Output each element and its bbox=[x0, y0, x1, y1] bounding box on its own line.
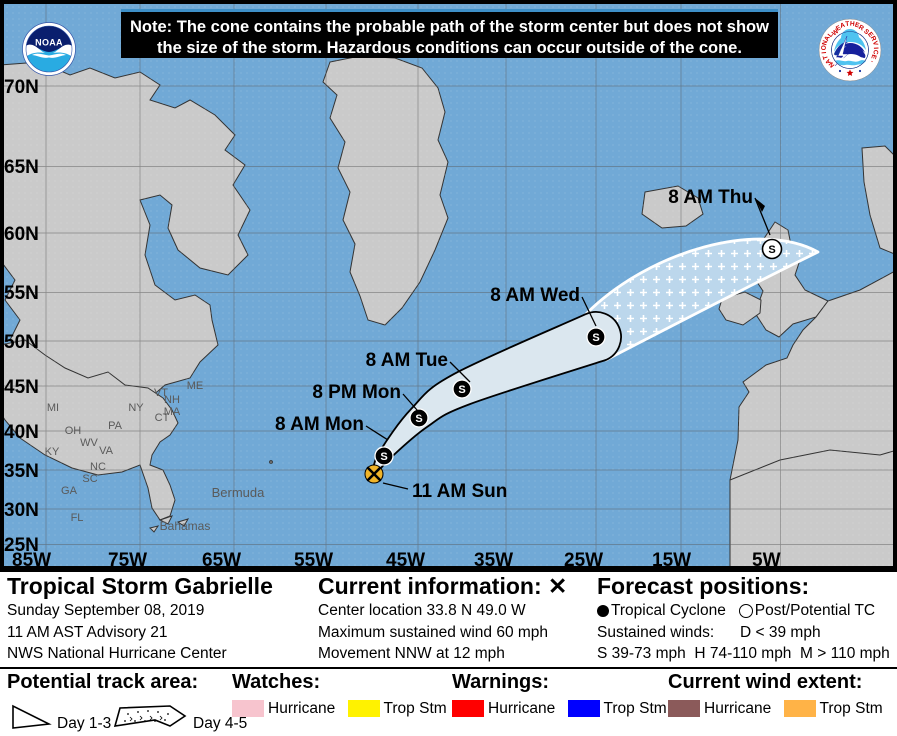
svg-text:55W: 55W bbox=[294, 550, 333, 570]
svg-text:S: S bbox=[768, 244, 775, 256]
svg-text:8 AM Tue: 8 AM Tue bbox=[366, 350, 448, 371]
svg-text:OH: OH bbox=[65, 425, 82, 437]
svg-text:15W: 15W bbox=[652, 550, 691, 570]
svg-text:Bermuda: Bermuda bbox=[212, 485, 266, 500]
svg-text:NC: NC bbox=[90, 461, 106, 473]
svg-text:75W: 75W bbox=[108, 550, 147, 570]
svg-text:SC: SC bbox=[82, 473, 97, 485]
svg-text:GA: GA bbox=[61, 485, 78, 497]
svg-text:S: S bbox=[592, 332, 599, 344]
svg-text:45N: 45N bbox=[4, 377, 39, 398]
svg-text:40N: 40N bbox=[4, 422, 39, 443]
svg-text:8 AM Wed: 8 AM Wed bbox=[490, 285, 580, 306]
svg-text:65W: 65W bbox=[202, 550, 241, 570]
svg-text:Bahamas: Bahamas bbox=[160, 519, 211, 533]
svg-text:8 PM Mon: 8 PM Mon bbox=[312, 382, 401, 403]
svg-text:35N: 35N bbox=[4, 461, 39, 482]
svg-text:VA: VA bbox=[99, 445, 114, 457]
svg-text:11 AM Sun: 11 AM Sun bbox=[412, 481, 507, 502]
svg-text:ME: ME bbox=[187, 380, 204, 392]
svg-text:S: S bbox=[380, 451, 387, 463]
svg-text:PA: PA bbox=[108, 420, 123, 432]
svg-text:8 AM Thu: 8 AM Thu bbox=[668, 187, 753, 208]
svg-text:CT: CT bbox=[155, 412, 170, 424]
svg-text:KY: KY bbox=[45, 446, 60, 458]
svg-text:45W: 45W bbox=[386, 550, 425, 570]
svg-text:60N: 60N bbox=[4, 224, 39, 245]
svg-text:35W: 35W bbox=[474, 550, 513, 570]
svg-text:55N: 55N bbox=[4, 283, 39, 304]
svg-text:NOAA: NOAA bbox=[35, 38, 63, 48]
svg-text:5W: 5W bbox=[752, 550, 781, 570]
svg-text:85W: 85W bbox=[12, 550, 51, 570]
svg-text:8 AM Mon: 8 AM Mon bbox=[275, 414, 364, 435]
svg-text:NY: NY bbox=[128, 402, 144, 414]
svg-text:70N: 70N bbox=[4, 77, 39, 98]
svg-text:WV: WV bbox=[80, 437, 98, 449]
svg-text:S: S bbox=[458, 384, 465, 396]
svg-text:65N: 65N bbox=[4, 157, 39, 178]
svg-text:30N: 30N bbox=[4, 500, 39, 521]
svg-text:MI: MI bbox=[47, 402, 59, 414]
svg-text:NH: NH bbox=[164, 394, 180, 406]
svg-text:25W: 25W bbox=[564, 550, 603, 570]
svg-text:FL: FL bbox=[71, 512, 84, 524]
svg-text:Day 1-3: Day 1-3 bbox=[57, 715, 111, 732]
svg-text:50N: 50N bbox=[4, 332, 39, 353]
